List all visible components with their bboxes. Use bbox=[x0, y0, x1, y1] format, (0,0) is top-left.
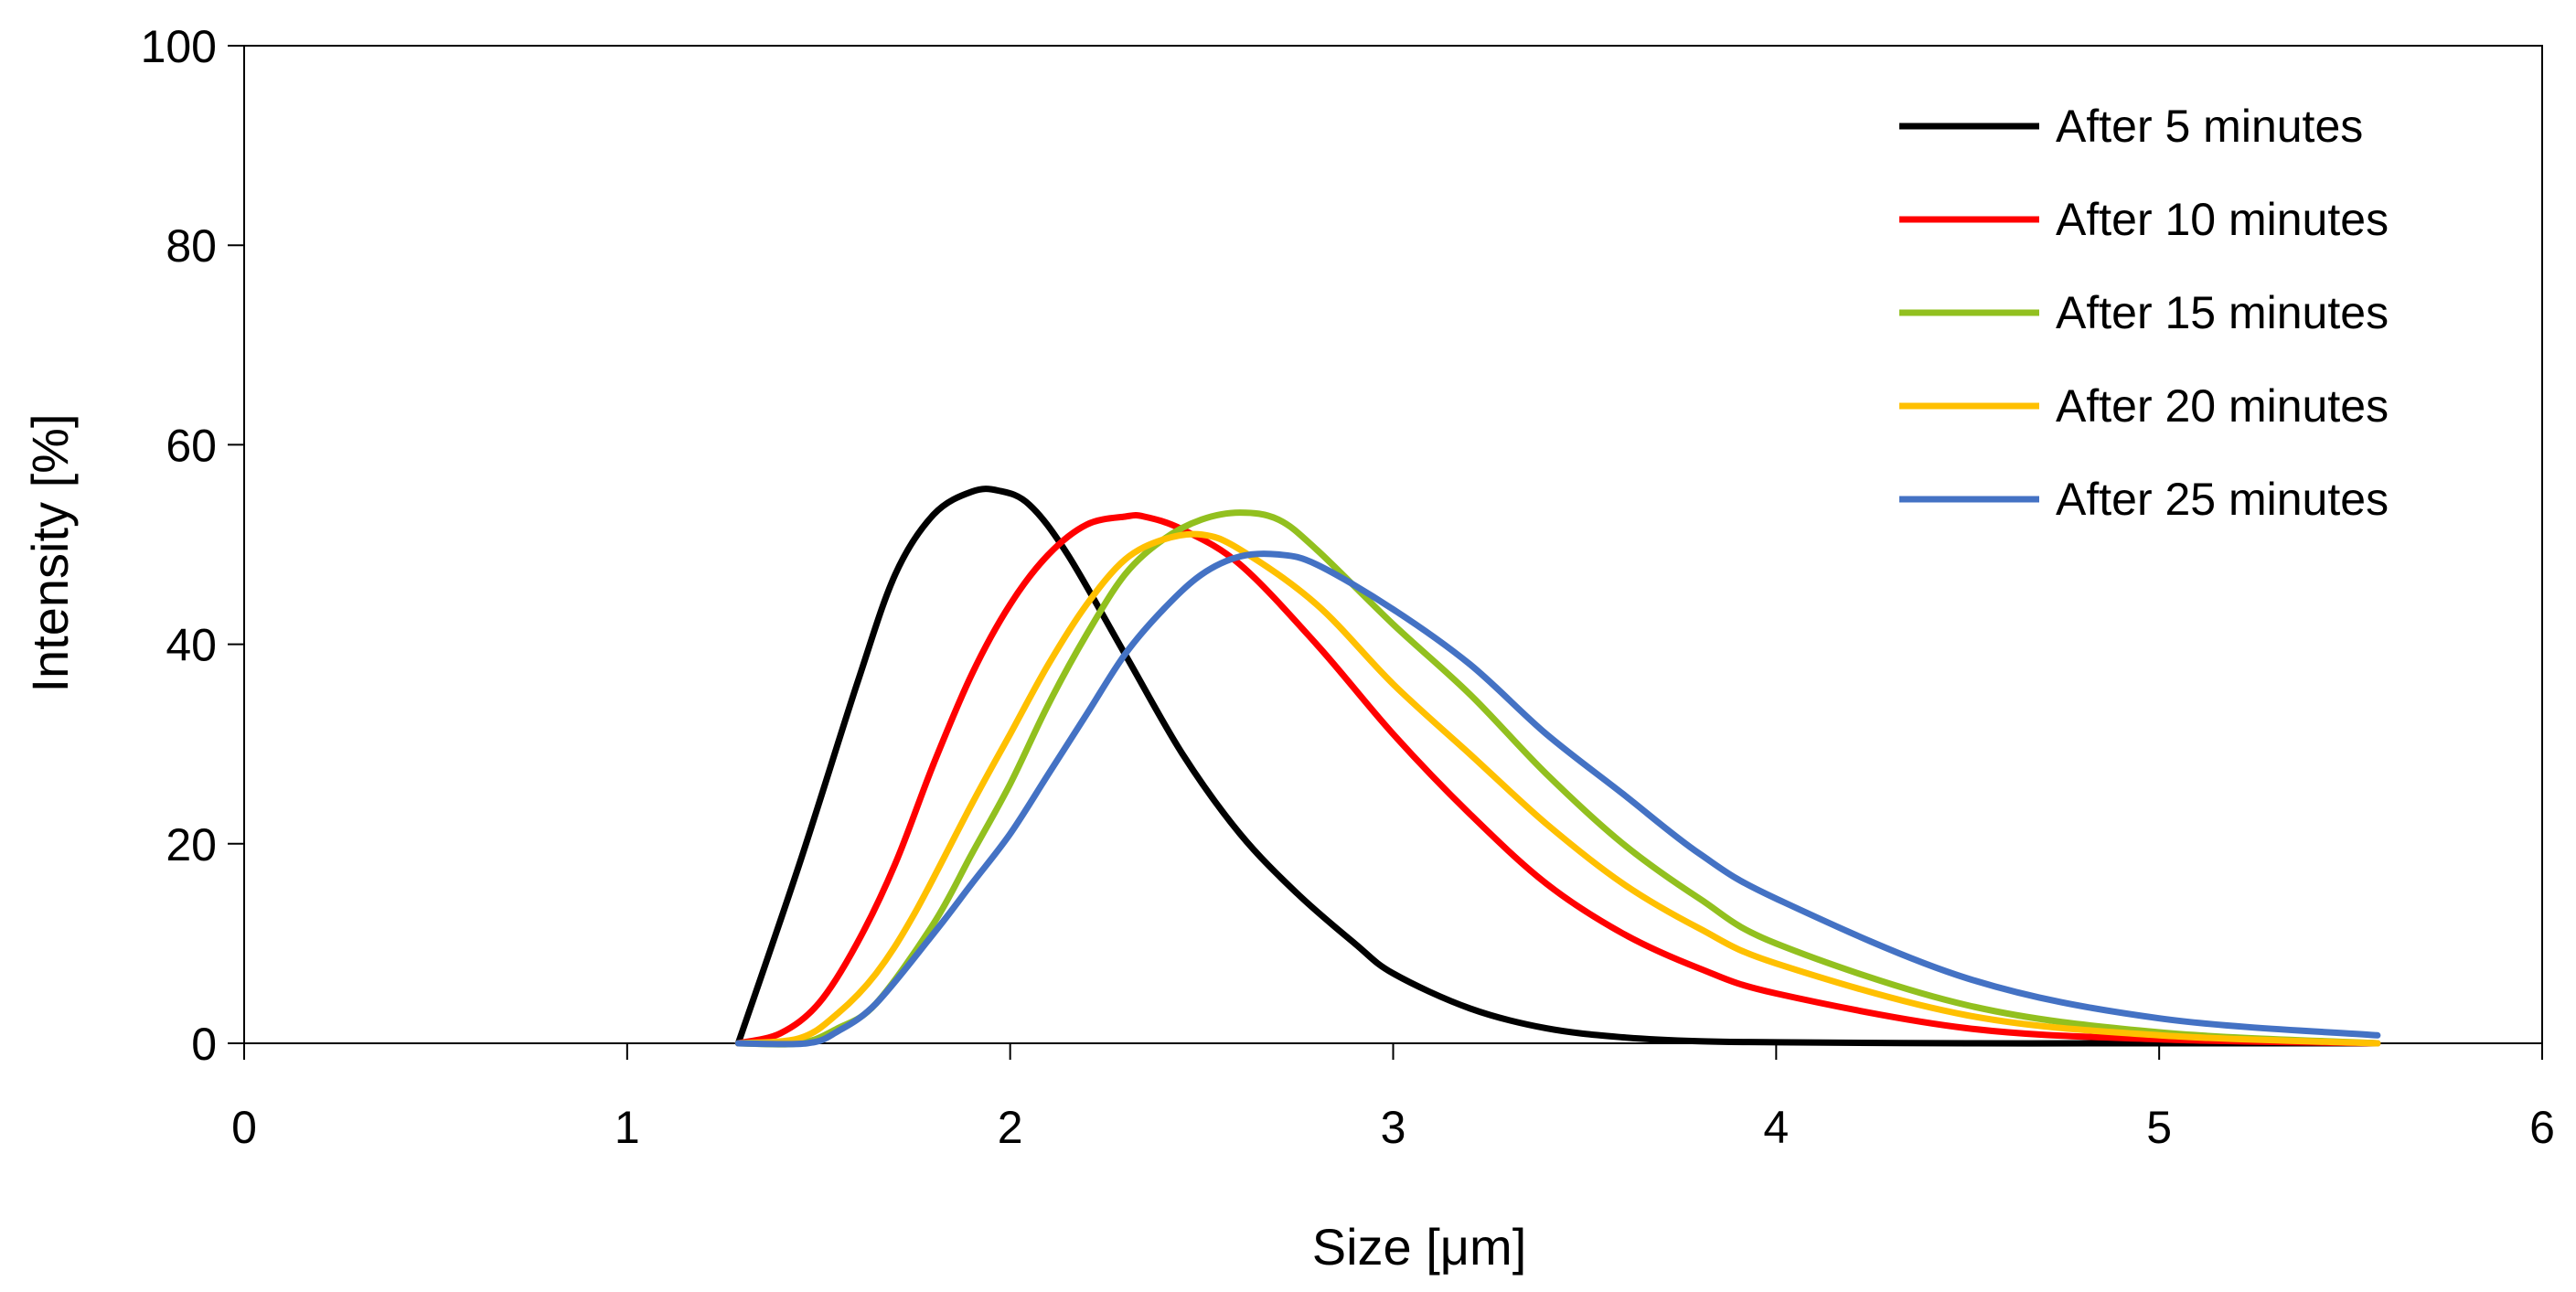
x-tick-label: 4 bbox=[1763, 1102, 1789, 1153]
x-tick-label: 1 bbox=[615, 1102, 640, 1153]
y-tick-label: 100 bbox=[141, 21, 217, 72]
y-axis-title: Intensity [%] bbox=[21, 413, 79, 692]
legend-label: After 5 minutes bbox=[2056, 101, 2363, 152]
series-line-1 bbox=[734, 486, 2381, 1047]
y-tick-label: 60 bbox=[166, 420, 217, 471]
x-tick-label: 3 bbox=[1381, 1102, 1406, 1153]
legend: After 5 minutes After 10 minutes After 15 … bbox=[1899, 101, 2389, 525]
y-tick-label: 40 bbox=[166, 620, 217, 671]
legend-label: After 25 minutes bbox=[2056, 474, 2389, 525]
x-tick-label: 5 bbox=[2146, 1102, 2172, 1153]
series-line-3 bbox=[734, 509, 2381, 1048]
series-line-5 bbox=[734, 550, 2381, 1048]
y-tick-label: 0 bbox=[191, 1019, 217, 1070]
y-tick-label: 20 bbox=[166, 819, 217, 870]
legend-label: After 15 minutes bbox=[2056, 287, 2389, 338]
series-lines bbox=[734, 486, 2381, 1048]
x-tick-label: 2 bbox=[998, 1102, 1023, 1153]
x-tick-label: 0 bbox=[231, 1102, 257, 1153]
legend-label: After 20 minutes bbox=[2056, 380, 2389, 432]
legend-label: After 10 minutes bbox=[2056, 194, 2389, 245]
y-tick-label: 80 bbox=[166, 220, 217, 272]
x-axis-title: Size [μm] bbox=[1312, 1218, 1527, 1276]
series-line-2 bbox=[734, 512, 2381, 1047]
series-line-4 bbox=[734, 530, 2381, 1047]
x-tick-label: 6 bbox=[2529, 1102, 2555, 1153]
